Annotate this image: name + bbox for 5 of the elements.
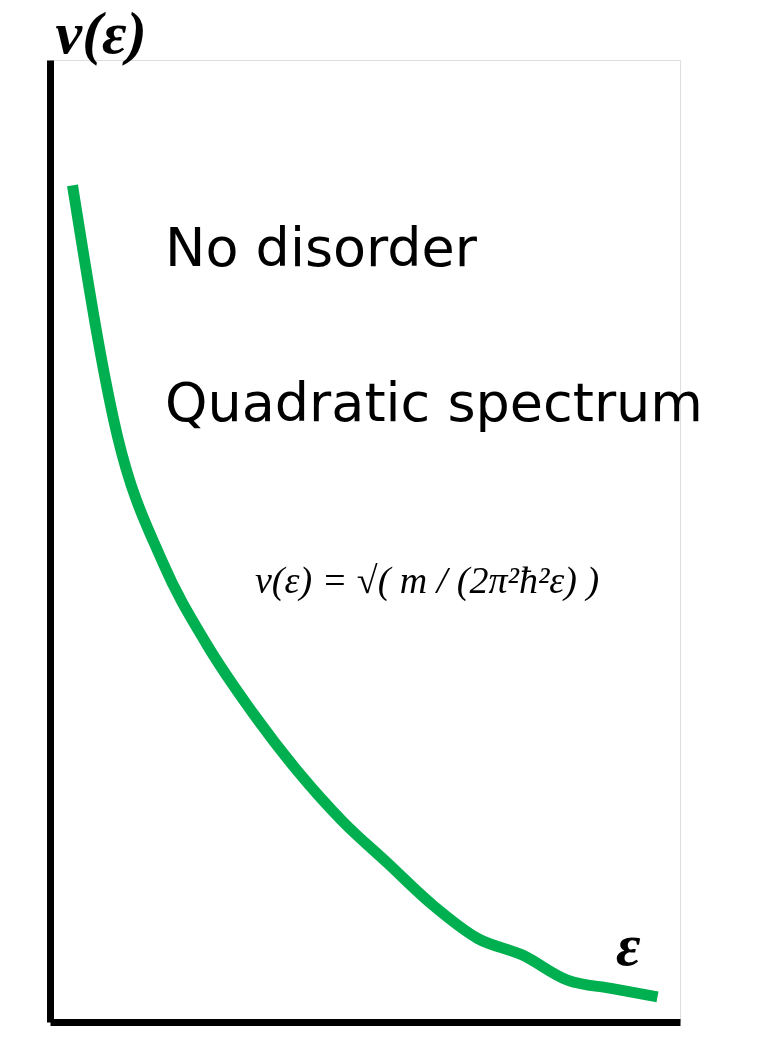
annotation: Quadratic spectrum [165, 371, 703, 434]
x-axis-title: ε [615, 911, 641, 978]
annotation: ν(ε) = √( m / (2π²ħ²ε) ) [255, 559, 600, 602]
y-axis-title: ν(ε) [55, 0, 147, 66]
annotation: No disorder [165, 216, 478, 279]
